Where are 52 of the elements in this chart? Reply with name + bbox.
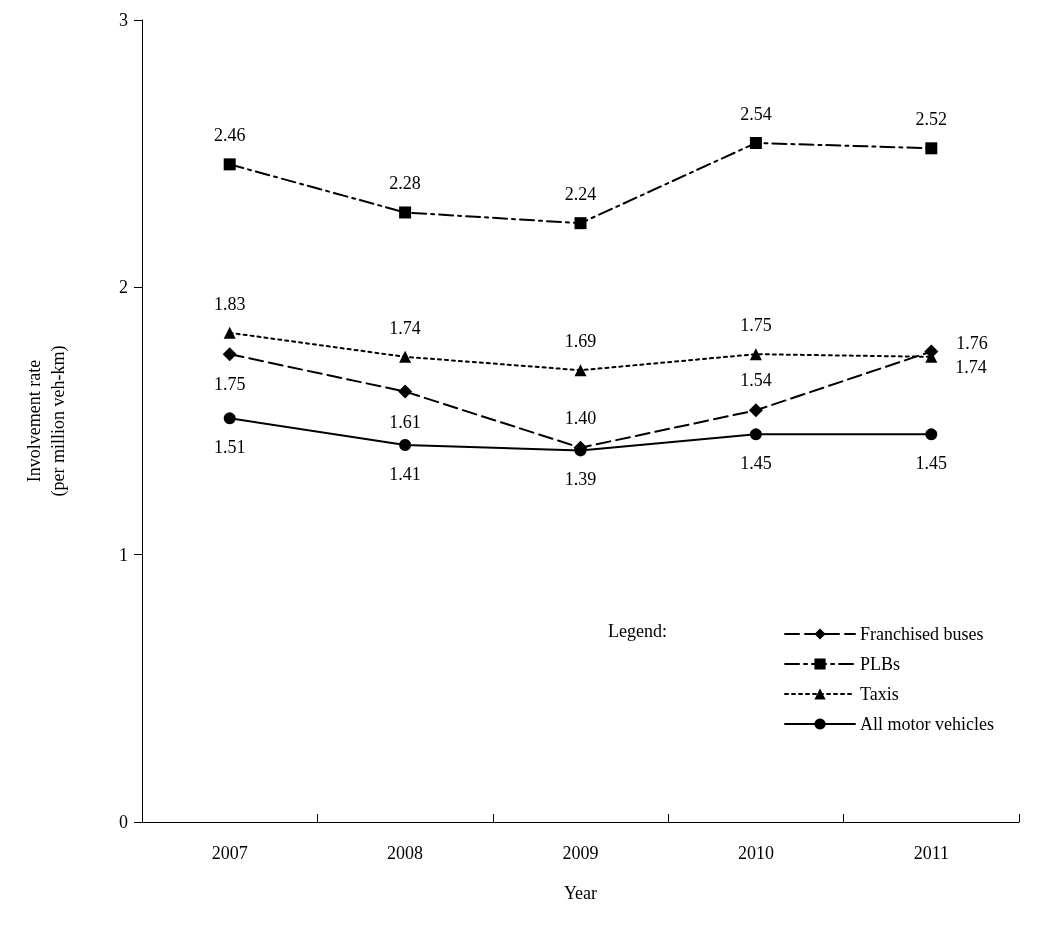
point: [223, 326, 236, 339]
x-tick-label: 2010: [737, 843, 774, 863]
data-label: 2.24: [564, 184, 597, 205]
point: [399, 206, 412, 219]
data-label: 2.46: [213, 125, 246, 146]
point: [925, 142, 938, 155]
data-label: 1.51: [213, 437, 246, 458]
point: [223, 158, 236, 171]
data-label: 2.54: [740, 103, 772, 124]
point: [399, 439, 412, 452]
point: [749, 136, 762, 149]
data-label: 1.54: [740, 370, 772, 391]
data-label: 1.75: [213, 374, 246, 395]
data-label: 1.45: [740, 453, 772, 474]
x-tick-label: 2008: [387, 843, 424, 863]
point: [399, 350, 412, 363]
data-label: 2.28: [389, 173, 421, 194]
point: [749, 348, 762, 361]
point: [749, 428, 762, 441]
point: [398, 384, 413, 399]
y-tick-label: 0: [119, 812, 128, 832]
data-label: 1.69: [564, 331, 597, 352]
data-label: 1.74: [955, 356, 987, 377]
legend-label: All motor vehicles: [860, 714, 995, 734]
point: [574, 364, 587, 377]
data-label: 1.74: [389, 317, 421, 338]
data-label: 1.76: [956, 333, 988, 354]
legend-title: Legend:: [608, 621, 667, 641]
y-axis-title: Involvement rate (per million veh-km): [24, 345, 69, 497]
legend-label: Franchised buses: [860, 624, 984, 644]
data-label: 1.75: [740, 315, 772, 336]
data-label: 1.61: [389, 411, 421, 432]
point: [222, 347, 237, 362]
point: [574, 217, 587, 230]
data-label: 1.45: [915, 453, 948, 474]
y-tick-label: 3: [119, 10, 128, 30]
legend-label: Taxis: [860, 684, 899, 704]
point: [748, 403, 763, 418]
point: [223, 412, 236, 425]
x-axis-title: Year: [563, 883, 598, 903]
point: [925, 428, 938, 441]
data-label: 2.52: [915, 109, 948, 130]
x-tick-label: 2011: [913, 843, 949, 863]
data-label: 1.83: [213, 293, 246, 314]
data-label: 1.40: [564, 407, 597, 428]
data-label: 1.41: [389, 464, 421, 485]
y-tick-label: 1: [119, 544, 128, 565]
y-tick-label: 2: [119, 277, 128, 298]
x-tick-label: 2009: [562, 843, 599, 863]
x-tick-label: 2007: [211, 843, 248, 863]
data-label: 1.39: [564, 469, 597, 490]
legend-label: PLBs: [860, 654, 901, 674]
